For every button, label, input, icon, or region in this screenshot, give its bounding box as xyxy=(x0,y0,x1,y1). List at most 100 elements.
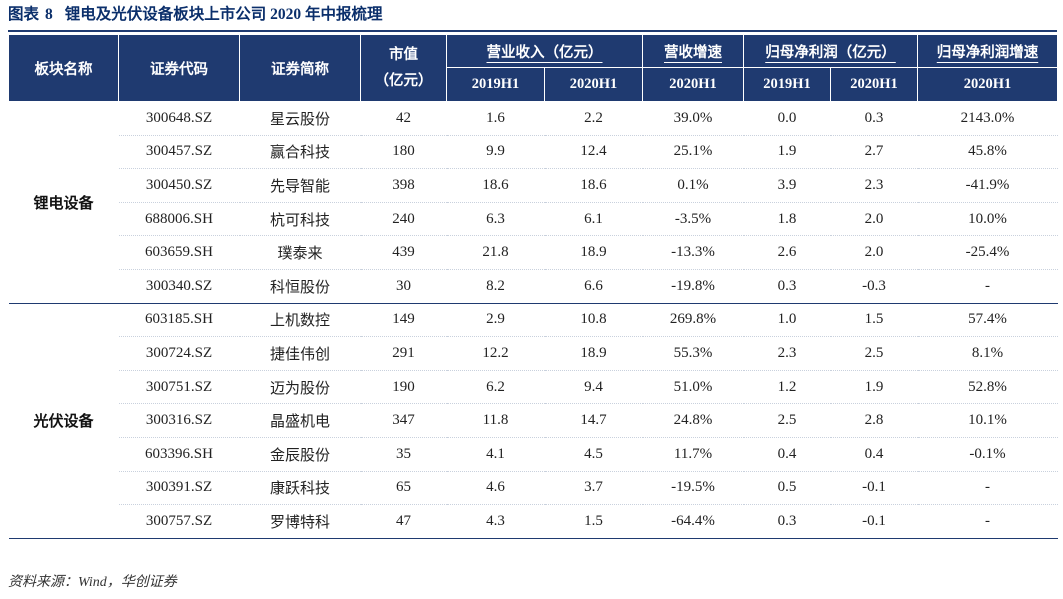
table-row: 300724.SZ 捷佳伟创 291 12.2 18.9 55.3% 2.3 2.5 8.1% xyxy=(9,336,1058,371)
table-row: 300751.SZ 迈为股份 190 6.2 9.4 51.0% 1.2 1.9 52.8% xyxy=(9,369,1058,404)
header-sector: 板块名称 xyxy=(8,34,119,102)
name-cell: 迈为股份 xyxy=(239,369,361,404)
revenue-2020-cell: 4.5 xyxy=(544,436,643,472)
revenue-growth-cell: -19.8% xyxy=(642,268,744,304)
name-cell: 罗博特科 xyxy=(239,504,361,539)
header-revenue-2020h1: 2020H1 xyxy=(544,67,643,102)
code-cell: 300391.SZ xyxy=(118,470,240,505)
name-cell: 杭可科技 xyxy=(239,201,361,236)
code-cell: 603659.SH xyxy=(118,235,240,270)
market-cap-cell: 65 xyxy=(360,470,447,505)
revenue-2020-cell: 6.1 xyxy=(544,201,643,236)
revenue-2020-cell: 18.6 xyxy=(544,168,643,203)
header-net-profit-2020h1: 2020H1 xyxy=(830,67,918,102)
header-market-cap: 市值 （亿元） xyxy=(360,34,447,102)
revenue-growth-cell: 55.3% xyxy=(642,336,744,371)
sector-label: 锂电设备 xyxy=(8,101,119,304)
source-note: 资料来源：Wind，华创证券 xyxy=(8,575,177,590)
net-profit-growth-cell: 2143.0% xyxy=(917,101,1058,136)
table-row: 300316.SZ 晶盛机电 347 11.8 14.7 24.8% 2.5 2.8 10.1% xyxy=(9,403,1058,438)
name-cell: 赢合科技 xyxy=(239,134,361,169)
code-cell: 300340.SZ xyxy=(118,268,240,304)
revenue-growth-cell: 39.0% xyxy=(642,101,744,136)
net-profit-2019-cell: 1.0 xyxy=(743,302,831,337)
market-cap-cell: 291 xyxy=(360,336,447,371)
figure-label: 图表 xyxy=(8,6,40,23)
header-name: 证券简称 xyxy=(239,34,361,102)
market-cap-cell: 398 xyxy=(360,168,447,203)
revenue-2020-cell: 14.7 xyxy=(544,403,643,438)
name-cell: 星云股份 xyxy=(239,101,361,136)
market-cap-cell: 240 xyxy=(360,201,447,236)
header-market-cap-line2: （亿元） xyxy=(374,73,433,89)
net-profit-2019-cell: 0.4 xyxy=(743,436,831,472)
code-cell: 603185.SH xyxy=(118,302,240,337)
market-cap-cell: 47 xyxy=(360,504,447,539)
net-profit-growth-cell: 52.8% xyxy=(917,369,1058,404)
table-row: 锂电设备 300648.SZ 星云股份 42 1.6 2.2 39.0% 0.0 0.3 2143… xyxy=(8,101,1058,304)
code-cell: 300648.SZ xyxy=(118,101,240,136)
table-row: 300757.SZ 罗博特科 47 4.3 1.5 -64.4% 0.3 -0.1- xyxy=(9,504,1058,539)
code-cell: 603396.SH xyxy=(118,436,240,472)
figure-number: 8 xyxy=(45,6,53,23)
header-code: 证券代码 xyxy=(118,34,240,102)
net-profit-2020-cell: 0.4 xyxy=(830,436,918,472)
revenue-2020-cell: 6.6 xyxy=(544,268,643,304)
header-net-profit-2019h1: 2019H1 xyxy=(743,67,831,102)
revenue-2019-cell: 4.3 xyxy=(446,504,545,539)
net-profit-2020-cell: 0.3 xyxy=(830,101,918,136)
revenue-2019-cell: 2.9 xyxy=(446,302,545,337)
net-profit-growth-cell: 10.1% xyxy=(917,403,1058,438)
net-profit-2020-cell: 2.3 xyxy=(830,168,918,203)
net-profit-2020-cell: -0.1 xyxy=(830,470,918,505)
name-cell: 璞泰来 xyxy=(239,235,361,270)
net-profit-2019-cell: 1.8 xyxy=(743,201,831,236)
revenue-2020-cell: 18.9 xyxy=(544,336,643,371)
revenue-2019-cell: 11.8 xyxy=(446,403,545,438)
table-row: 603659.SH 璞泰来 439 21.8 18.9 -13.3% 2.6 2.0 -25.4… xyxy=(9,235,1058,270)
net-profit-growth-cell: -25.4% xyxy=(917,235,1058,270)
revenue-growth-cell: 24.8% xyxy=(642,403,744,438)
net-profit-2019-cell: 2.6 xyxy=(743,235,831,270)
market-cap-cell: 35 xyxy=(360,436,447,472)
revenue-2019-cell: 4.6 xyxy=(446,470,545,505)
revenue-2019-cell: 1.6 xyxy=(446,101,545,136)
net-profit-growth-cell: 45.8% xyxy=(917,134,1058,169)
revenue-2019-cell: 9.9 xyxy=(446,134,545,169)
revenue-2019-cell: 6.2 xyxy=(446,369,545,404)
revenue-growth-cell: -64.4% xyxy=(642,504,744,539)
revenue-growth-cell: -19.5% xyxy=(642,470,744,505)
table-row: 688006.SH 杭可科技 240 6.3 6.1 -3.5% 1.8 2.0 10.0% xyxy=(9,201,1058,236)
header-revenue-growth: 营收增速 xyxy=(642,34,744,68)
market-cap-cell: 439 xyxy=(360,235,447,270)
market-cap-cell: 347 xyxy=(360,403,447,438)
revenue-2019-cell: 8.2 xyxy=(446,268,545,304)
header-net-profit: 归母净利润（亿元） xyxy=(743,34,918,68)
figure-title-text: 锂电及光伏设备板块上市公司 2020 年中报梳理 xyxy=(64,6,383,23)
net-profit-2019-cell: 3.9 xyxy=(743,168,831,203)
revenue-growth-cell: -13.3% xyxy=(642,235,744,270)
revenue-growth-cell: 269.8% xyxy=(642,302,744,337)
revenue-2020-cell: 12.4 xyxy=(544,134,643,169)
revenue-2019-cell: 6.3 xyxy=(446,201,545,236)
net-profit-2020-cell: -0.3 xyxy=(830,268,918,304)
net-profit-growth-cell: 10.0% xyxy=(917,201,1058,236)
net-profit-2019-cell: 0.0 xyxy=(743,101,831,136)
net-profit-growth-cell: - xyxy=(917,470,1058,505)
net-profit-2020-cell: 1.5 xyxy=(830,302,918,337)
table-row: 300340.SZ 科恒股份 30 8.2 6.6 -19.8% 0.3 -0.3- xyxy=(9,268,1058,304)
sector-label: 光伏设备 xyxy=(8,302,119,539)
net-profit-2019-cell: 2.5 xyxy=(743,403,831,438)
net-profit-2020-cell: -0.1 xyxy=(830,504,918,539)
header-net-profit-growth: 归母净利润增速 xyxy=(917,34,1058,68)
net-profit-growth-cell: 8.1% xyxy=(917,336,1058,371)
revenue-growth-cell: 51.0% xyxy=(642,369,744,404)
title-rule xyxy=(8,30,1057,32)
net-profit-2019-cell: 0.5 xyxy=(743,470,831,505)
net-profit-2020-cell: 2.0 xyxy=(830,235,918,270)
header-net-profit-growth-2020h1: 2020H1 xyxy=(917,67,1058,102)
revenue-2019-cell: 21.8 xyxy=(446,235,545,270)
net-profit-2020-cell: 2.5 xyxy=(830,336,918,371)
revenue-2020-cell: 18.9 xyxy=(544,235,643,270)
table-row: 300450.SZ 先导智能 398 18.6 18.6 0.1% 3.9 2.3 -41.9% xyxy=(9,168,1058,203)
